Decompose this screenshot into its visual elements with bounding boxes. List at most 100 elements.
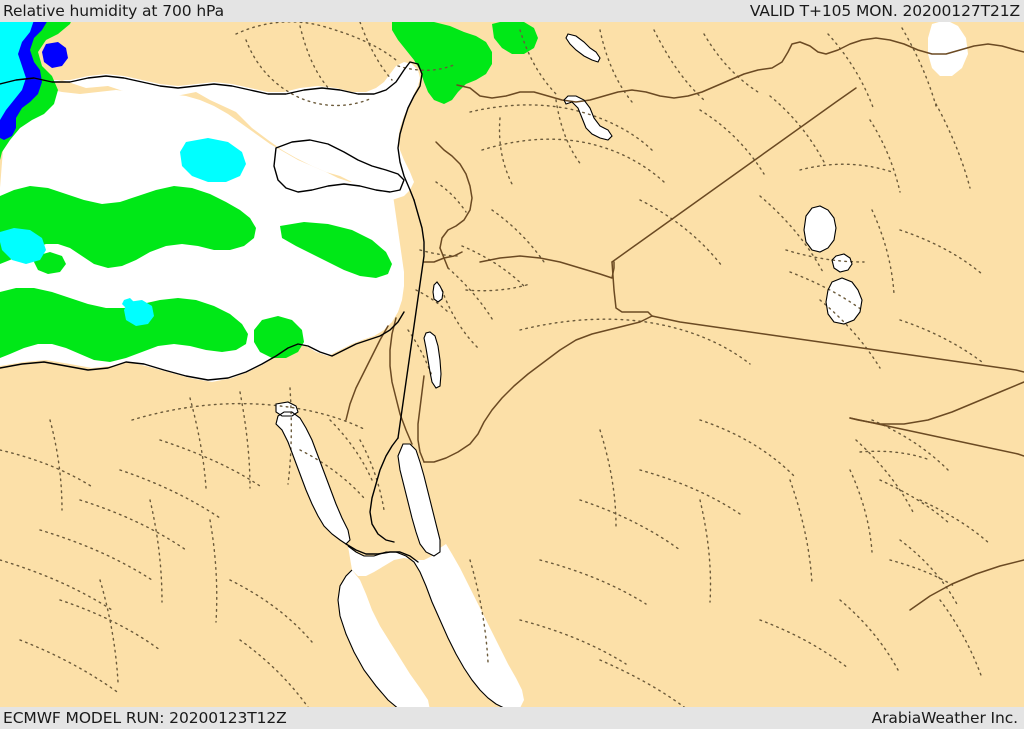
admin-egypt-10 [149, 499, 163, 603]
border-jordan-israel [417, 375, 425, 463]
admin-egypt-12 [59, 599, 161, 651]
admin-egypt-11 [209, 519, 218, 623]
lake-assad [566, 34, 600, 62]
admin-sinai-2 [299, 449, 365, 499]
green-plume-cyprus-west [254, 316, 304, 358]
outline-bardawil [275, 401, 299, 417]
admin-egypt-4 [287, 387, 293, 485]
admin-iraq-3 [799, 163, 893, 173]
admin-egypt-13 [19, 639, 121, 695]
border-turkey-syria [456, 37, 1024, 103]
coast-egypt-north [0, 311, 405, 381]
green-strip-med-mid [280, 222, 392, 278]
admin-jordan-3 [447, 267, 495, 323]
outline-gulf-aqaba [397, 443, 441, 557]
admin-jordan-5 [441, 289, 479, 349]
admin-turkey-4 [359, 21, 393, 81]
admin-iraq-2 [769, 95, 825, 163]
page-title: Relative humidity at 700 hPa [3, 2, 224, 20]
admin-egypt-8 [39, 529, 153, 581]
admin-saudi-27 [759, 619, 849, 669]
coast-turkey-south [0, 61, 423, 201]
admin-syria-8 [498, 117, 513, 185]
coast-levant [397, 199, 425, 439]
admin-jordan-1 [491, 209, 545, 263]
humidity-band-blue [0, 0, 68, 140]
admin-israel-2 [415, 289, 451, 315]
admin-egypt-18 [0, 449, 95, 489]
blue-patch-small [42, 42, 68, 68]
admin-egypt-5 [159, 439, 261, 487]
model-run-label: ECMWF MODEL RUN: 20200123T12Z [3, 709, 287, 727]
admin-egypt-1 [131, 402, 367, 431]
border-syria-iraq [611, 87, 857, 263]
admin-saudi-25 [519, 619, 627, 665]
outline-inland-lake-north [803, 205, 837, 253]
admin-iraq-7 [901, 27, 937, 107]
valid-time-label: VALID T+105 MON. 20200127T21Z [749, 2, 1020, 20]
gulf-water-far-right [928, 20, 968, 76]
coast-sinai-west [369, 437, 399, 543]
outline-gulf-suez [275, 411, 351, 545]
admin-egypt-6 [119, 469, 221, 519]
mediterranean-sea [0, 62, 420, 200]
coastlines [0, 61, 425, 563]
admin-egypt-16 [239, 639, 311, 711]
admin-saudi-20 [579, 499, 681, 551]
attribution-label: ArabiaWeather Inc. [871, 709, 1018, 727]
border-egypt-israel [389, 317, 413, 445]
green-plume-med-lower [0, 288, 248, 362]
admin-saudi-12 [859, 450, 931, 461]
border-saudi-east [849, 417, 1024, 457]
admin-saudi-3 [759, 195, 825, 275]
admin-egypt-7 [79, 499, 187, 551]
dead-sea [424, 332, 441, 388]
outline-galilee [432, 281, 444, 303]
admin-syria-5 [703, 33, 759, 93]
admin-turkey-5 [397, 63, 457, 71]
admin-saudi-2 [639, 199, 723, 267]
outline-lake-assad [565, 33, 601, 63]
admin-saudi-24 [789, 479, 813, 585]
border-iraq-saudi [651, 315, 1024, 373]
cyan-plume-northwest [0, 0, 50, 128]
outline-inland-lake-mid [831, 253, 853, 273]
green-plume-mediterranean-west [0, 186, 256, 268]
gulf-of-suez [276, 412, 350, 544]
admin-jordan-4 [465, 283, 531, 292]
admin-saudi-1 [519, 318, 751, 365]
footer-bar: ECMWF MODEL RUN: 20200123T12Z ArabiaWeat… [0, 707, 1024, 729]
admin-syria-3 [599, 29, 633, 103]
header-bar: Relative humidity at 700 hPa VALID T+105… [0, 0, 1024, 22]
cyan-speck-med-d [122, 298, 134, 308]
admin-syria-2 [519, 29, 559, 97]
admin-saudi-22 [599, 429, 617, 527]
cyan-patch-med-a [180, 138, 246, 182]
admin-turkey-1 [235, 21, 397, 61]
admin-boundaries [0, 21, 991, 711]
blue-core-northwest [0, 0, 50, 140]
admin-saudi-26 [599, 659, 689, 711]
admin-saudi-6 [785, 249, 865, 263]
admin-saudi-11 [855, 439, 915, 515]
admin-sinai-1 [329, 419, 373, 481]
admin-saudi-17 [849, 469, 873, 553]
admin-syria-4 [653, 29, 705, 101]
gulf-of-aqaba [398, 444, 440, 556]
humidity-band-cyan [0, 0, 246, 326]
admin-saudi-16 [889, 559, 955, 587]
admin-saudi-21 [539, 559, 647, 605]
red-sea [348, 544, 524, 710]
admin-saudi-18 [699, 419, 795, 477]
admin-saudi-4 [871, 209, 895, 295]
admin-turkey-3 [299, 25, 331, 91]
outline-euphrates-lake [563, 95, 613, 141]
admin-jordan-2 [461, 245, 527, 289]
border-lebanon-syria [435, 141, 473, 249]
border-israel-syria [439, 247, 449, 269]
border-saudi-south [909, 559, 1024, 611]
admin-saudi-9 [899, 319, 983, 363]
euphrates-lake [564, 96, 612, 140]
